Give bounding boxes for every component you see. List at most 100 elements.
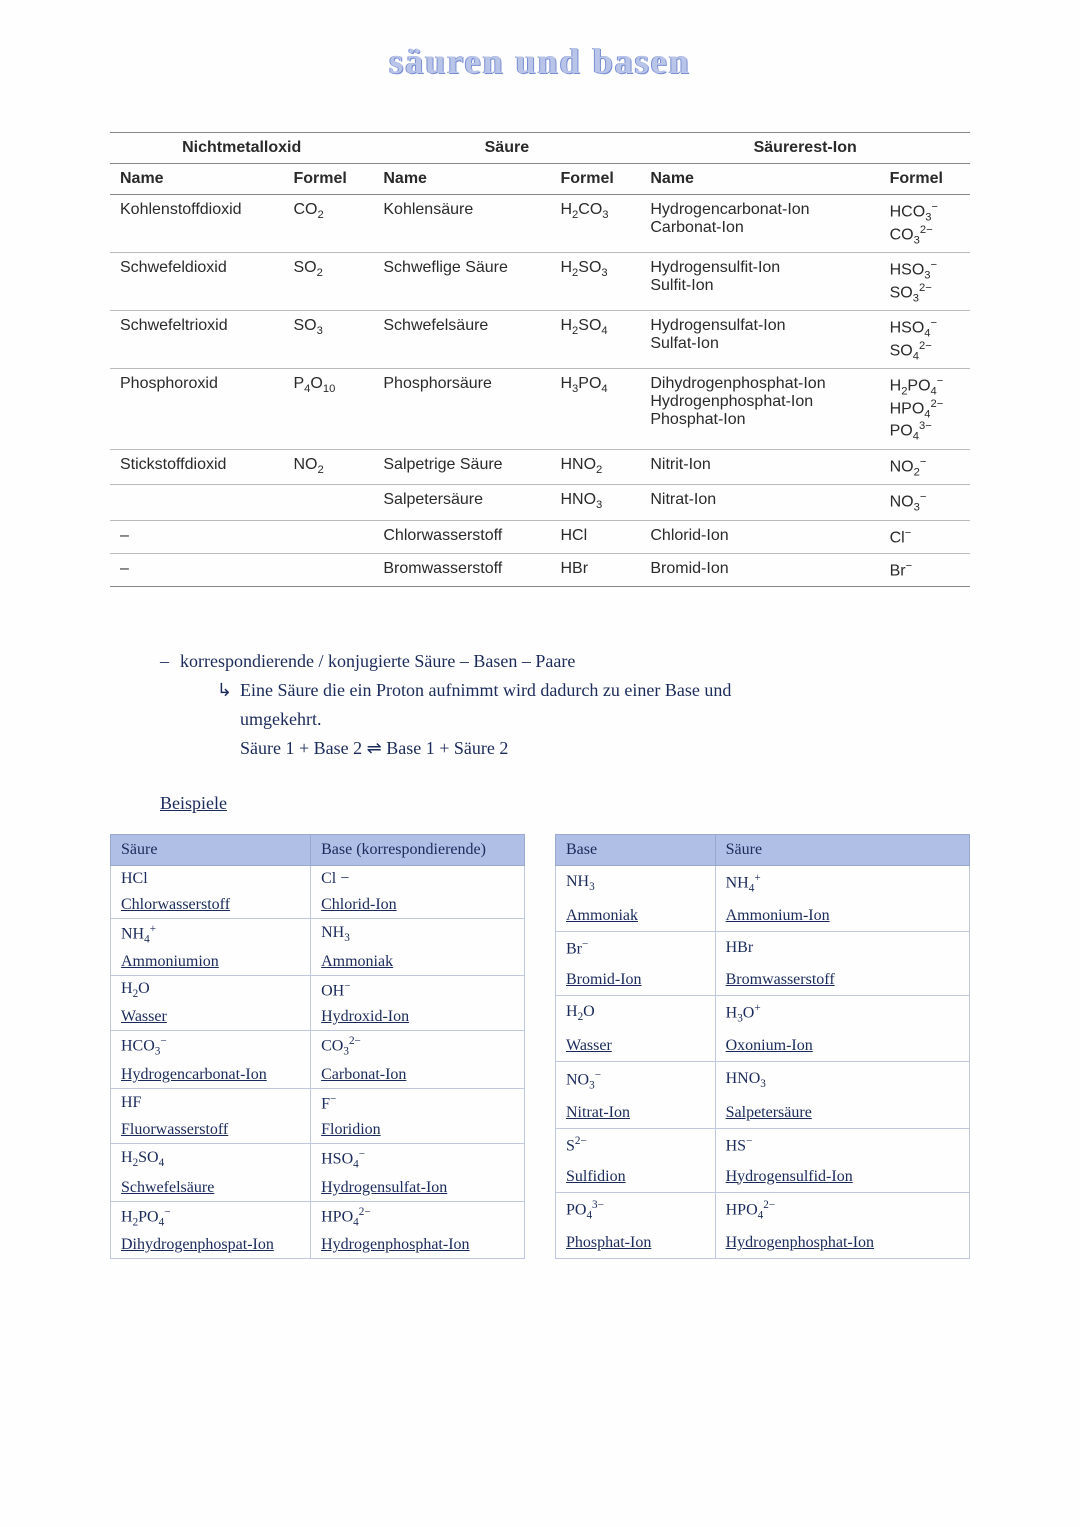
formula-row: Br−HBr [556,931,970,964]
formula-row: H2PO4−HPO42− [111,1201,525,1232]
cell: H3PO4 [550,369,640,450]
cell: Hydrogenphosphat-Ion [311,1232,525,1259]
table-row: PhosphoroxidP4O10PhosphorsäureH3PO4Dihyd… [110,369,970,450]
cell: Hydrogencarbonat-IonCarbonat-Ion [640,195,879,253]
cell: Carbonat-Ion [311,1062,525,1089]
cell: Ammoniak [311,949,525,976]
cell: Cl− [880,520,970,553]
name-row: ChlorwasserstoffChlorid-Ion [111,892,525,919]
cell: Ammoniak [556,901,716,932]
cell: Bromwasserstoff [715,965,969,996]
cell: NH3 [311,918,525,949]
cell: – [110,520,284,553]
cell: HSO3−SO32− [880,253,970,311]
group-header-oxide: Nichtmetalloxid [110,133,373,164]
cell: HPO42− [311,1201,525,1232]
cell: H2O [556,995,716,1031]
cell: Phosphat-Ion [556,1228,716,1259]
cell: HF [111,1088,311,1117]
cell: Salpetersäure [715,1098,969,1129]
cell: Schweflige Säure [373,253,550,311]
cell: Sulfidion [556,1162,716,1193]
cell: Nitrat-Ion [640,485,879,521]
right-examples-table: Base Säure NH3NH4+AmmoniakAmmonium-IonBr… [555,834,970,1260]
cell: Hydrogenphosphat-Ion [715,1228,969,1259]
name-row: Phosphat-IonHydrogenphosphat-Ion [556,1228,970,1259]
cell: Chlorid-Ion [311,892,525,919]
col-name-1: Name [110,164,284,195]
cell: Hydrogensulfit-IonSulfit-Ion [640,253,879,311]
name-row: SchwefelsäureHydrogensulfat-Ion [111,1175,525,1202]
cell: HBr [715,931,969,964]
cell: NO2 [284,449,374,485]
notes-block: –korrespondierende / konjugierte Säure –… [160,647,920,762]
col-formula-3: Formel [880,164,970,195]
cell: Wasser [111,1004,311,1031]
left-header-base: Base (korrespondierende) [311,834,525,865]
cell: SO3 [284,311,374,369]
cell: P4O10 [284,369,374,450]
table-row: KohlenstoffdioxidCO2KohlensäureH2CO3Hydr… [110,195,970,253]
name-row: SulfidionHydrogensulfid-Ion [556,1162,970,1193]
cell: H2SO4 [550,311,640,369]
cell: Salpetrige Säure [373,449,550,485]
cell: Kohlensäure [373,195,550,253]
cell: Chlorid-Ion [640,520,879,553]
cell: Chlorwasserstoff [373,520,550,553]
main-acids-table: Nichtmetalloxid Säure Säurerest-Ion Name… [110,132,970,587]
cell: H2O [111,976,311,1005]
cell: HSO4− [311,1144,525,1175]
cell: H3O+ [715,995,969,1031]
cell: Phosphoroxid [110,369,284,450]
right-header-acid: Säure [715,834,969,865]
col-formula-1: Formel [284,164,374,195]
cell: HSO4−SO42− [880,311,970,369]
cell: Schwefelsäure [111,1175,311,1202]
cell: HBr [550,554,640,587]
cell: PO43− [556,1192,716,1228]
cell [110,485,284,521]
formula-row: HClCl − [111,865,525,892]
cell: Hydrogensulfid-Ion [715,1162,969,1193]
cell: Ammonium-Ion [715,901,969,932]
table-row: StickstoffdioxidNO2Salpetrige SäureHNO2N… [110,449,970,485]
formula-row: H2OOH− [111,976,525,1005]
cell: Hydroxid-Ion [311,1004,525,1031]
cell: Br− [556,931,716,964]
cell [284,554,374,587]
notes-line3: umgekehrt. [240,709,321,729]
cell: Fluorwasserstoff [111,1117,311,1144]
name-row: Dihydrogenphospat-IonHydrogenphosphat-Io… [111,1232,525,1259]
cell: Bromid-Ion [640,554,879,587]
cell: HCO3− [111,1031,311,1062]
cell: HNO3 [550,485,640,521]
cell: Wasser [556,1031,716,1062]
col-name-2: Name [373,164,550,195]
notes-equation: Säure 1 + Base 2 ⇌ Base 1 + Säure 2 [240,738,508,758]
cell: Schwefelsäure [373,311,550,369]
cell: Nitrit-Ion [640,449,879,485]
notes-line2: Eine Säure die ein Proton aufnimmt wird … [240,680,731,700]
cell: Hydrogencarbonat-Ion [111,1062,311,1089]
name-row: WasserHydroxid-Ion [111,1004,525,1031]
table-row: –ChlorwasserstoffHClChlorid-IonCl− [110,520,970,553]
cell: F− [311,1088,525,1117]
table-row: SalpetersäureHNO3Nitrat-IonNO3− [110,485,970,521]
notes-line1: korrespondierende / konjugierte Säure – … [180,651,575,671]
formula-row: NH3NH4+ [556,865,970,901]
col-formula-2: Formel [550,164,640,195]
name-row: Nitrat-IonSalpetersäure [556,1098,970,1129]
col-name-3: Name [640,164,879,195]
cell: Kohlenstoffdioxid [110,195,284,253]
table-row: SchwefeltrioxidSO3SchwefelsäureH2SO4Hydr… [110,311,970,369]
cell: Hydrogensulfat-IonSulfat-Ion [640,311,879,369]
group-header-ion: Säurerest-Ion [640,133,970,164]
right-header-base: Base [556,834,716,865]
cell: Salpetersäure [373,485,550,521]
name-row: AmmoniumionAmmoniak [111,949,525,976]
cell: H2CO3 [550,195,640,253]
cell: H2SO3 [550,253,640,311]
formula-row: H2SO4HSO4− [111,1144,525,1175]
cell: NO2− [880,449,970,485]
formula-row: NH4+NH3 [111,918,525,949]
